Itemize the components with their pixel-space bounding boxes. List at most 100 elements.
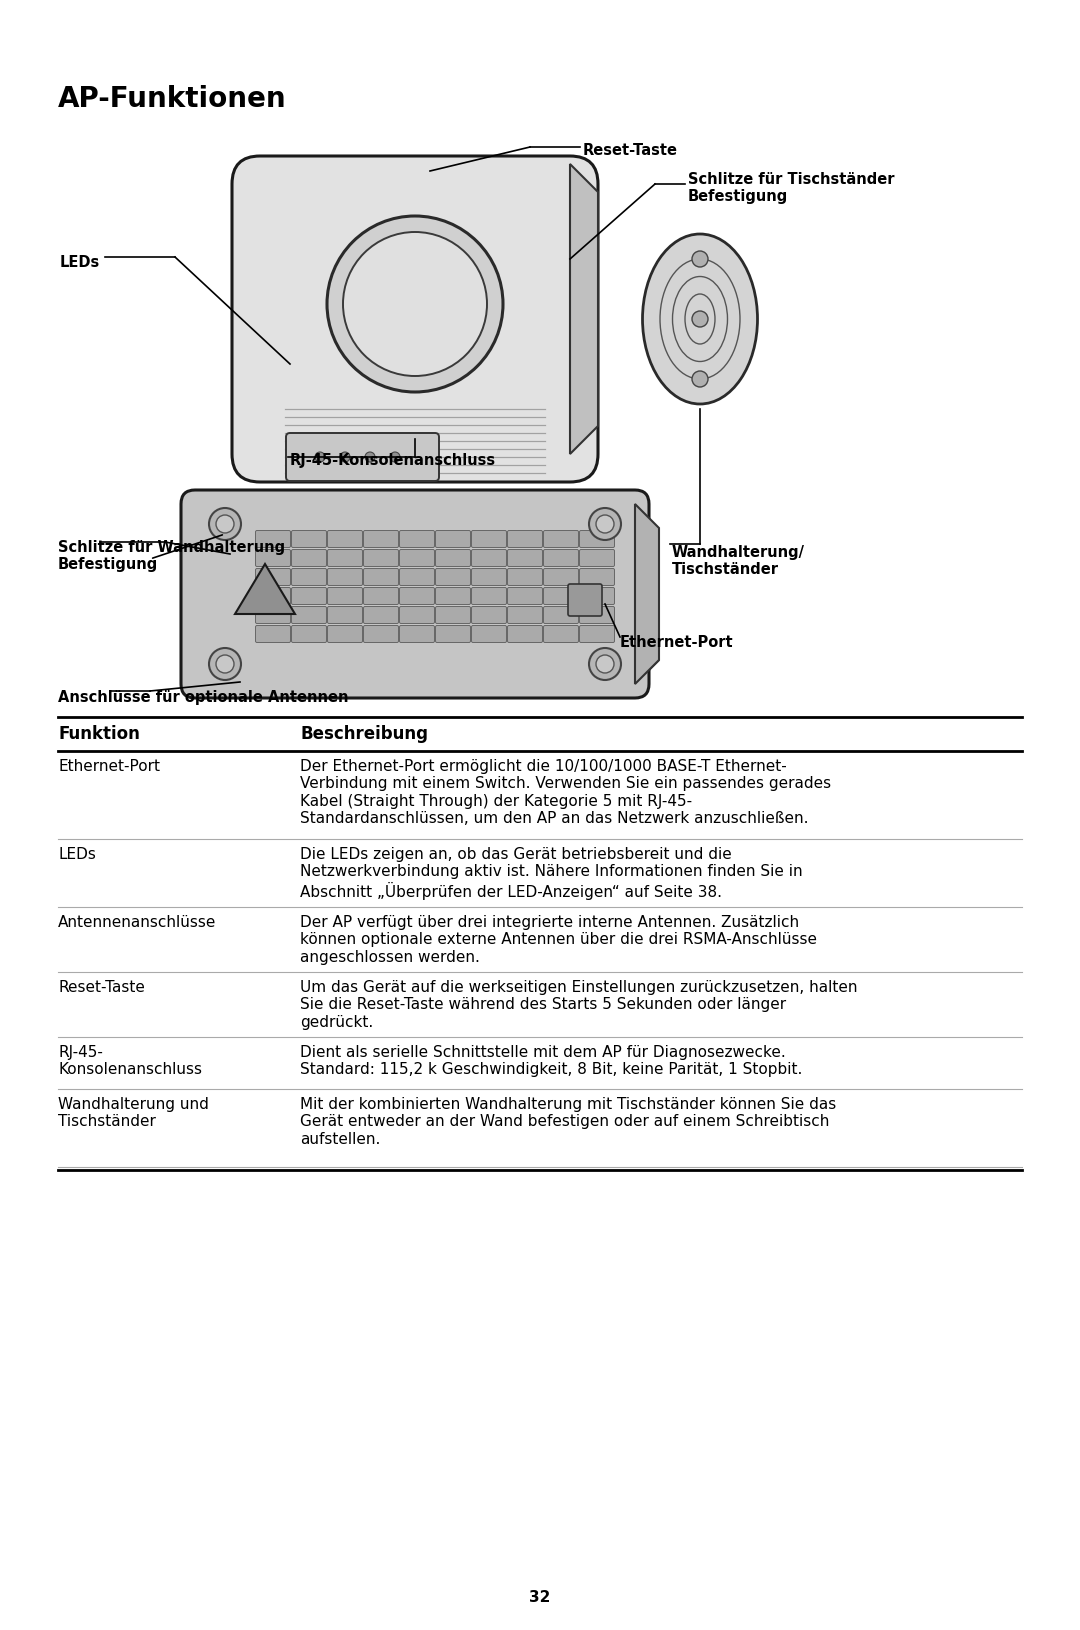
Circle shape: [327, 217, 503, 393]
FancyBboxPatch shape: [508, 626, 542, 644]
FancyBboxPatch shape: [327, 531, 363, 548]
FancyBboxPatch shape: [508, 606, 542, 624]
Text: 32: 32: [529, 1589, 551, 1604]
FancyBboxPatch shape: [543, 551, 579, 567]
Circle shape: [216, 655, 234, 673]
FancyBboxPatch shape: [256, 551, 291, 567]
FancyBboxPatch shape: [472, 531, 507, 548]
FancyBboxPatch shape: [435, 551, 471, 567]
Circle shape: [343, 233, 487, 377]
FancyBboxPatch shape: [256, 531, 291, 548]
Circle shape: [589, 509, 621, 541]
Circle shape: [340, 453, 350, 463]
Polygon shape: [235, 564, 295, 615]
FancyBboxPatch shape: [286, 434, 438, 482]
FancyBboxPatch shape: [435, 569, 471, 587]
FancyBboxPatch shape: [472, 569, 507, 587]
FancyBboxPatch shape: [256, 606, 291, 624]
Text: Die LEDs zeigen an, ob das Gerät betriebsbereit und die
Netzwerkverbindung aktiv: Die LEDs zeigen an, ob das Gerät betrieb…: [300, 846, 802, 900]
FancyBboxPatch shape: [472, 626, 507, 644]
FancyBboxPatch shape: [472, 588, 507, 605]
FancyBboxPatch shape: [292, 531, 326, 548]
Circle shape: [365, 453, 375, 463]
Text: Wandhalterung und
Tischständer: Wandhalterung und Tischständer: [58, 1097, 208, 1128]
Text: Der AP verfügt über drei integrierte interne Antennen. Zusätzlich
können optiona: Der AP verfügt über drei integrierte int…: [300, 914, 816, 965]
FancyBboxPatch shape: [364, 551, 399, 567]
FancyBboxPatch shape: [364, 588, 399, 605]
FancyBboxPatch shape: [580, 606, 615, 624]
Circle shape: [692, 253, 708, 267]
Text: Um das Gerät auf die werkseitigen Einstellungen zurückzusetzen, halten
Sie die R: Um das Gerät auf die werkseitigen Einste…: [300, 980, 858, 1029]
FancyBboxPatch shape: [327, 569, 363, 587]
FancyBboxPatch shape: [543, 531, 579, 548]
Text: Funktion: Funktion: [58, 725, 140, 743]
Circle shape: [210, 509, 241, 541]
Text: Beschreibung: Beschreibung: [300, 725, 428, 743]
FancyBboxPatch shape: [543, 606, 579, 624]
FancyBboxPatch shape: [232, 156, 598, 482]
FancyBboxPatch shape: [256, 569, 291, 587]
Circle shape: [589, 649, 621, 681]
FancyBboxPatch shape: [435, 588, 471, 605]
FancyBboxPatch shape: [400, 551, 434, 567]
FancyBboxPatch shape: [292, 569, 326, 587]
FancyBboxPatch shape: [181, 491, 649, 699]
Circle shape: [596, 515, 615, 533]
FancyBboxPatch shape: [472, 551, 507, 567]
FancyBboxPatch shape: [580, 551, 615, 567]
Circle shape: [216, 515, 234, 533]
FancyBboxPatch shape: [364, 626, 399, 644]
Circle shape: [210, 649, 241, 681]
FancyBboxPatch shape: [327, 588, 363, 605]
FancyBboxPatch shape: [508, 588, 542, 605]
Text: Antennenanschlüsse: Antennenanschlüsse: [58, 914, 216, 929]
FancyBboxPatch shape: [400, 626, 434, 644]
FancyBboxPatch shape: [364, 569, 399, 587]
FancyBboxPatch shape: [435, 626, 471, 644]
Text: Schlitze für Tischständer
Befestigung: Schlitze für Tischständer Befestigung: [688, 171, 894, 204]
FancyBboxPatch shape: [435, 606, 471, 624]
FancyBboxPatch shape: [580, 626, 615, 644]
Text: Reset-Taste: Reset-Taste: [58, 980, 145, 994]
Text: RJ-45-Konsolenanschluss: RJ-45-Konsolenanschluss: [291, 453, 496, 468]
Text: LEDs: LEDs: [58, 846, 96, 862]
Text: Reset-Taste: Reset-Taste: [583, 143, 678, 158]
FancyBboxPatch shape: [508, 569, 542, 587]
FancyBboxPatch shape: [292, 626, 326, 644]
FancyBboxPatch shape: [292, 606, 326, 624]
FancyBboxPatch shape: [580, 531, 615, 548]
Circle shape: [692, 311, 708, 328]
FancyBboxPatch shape: [508, 531, 542, 548]
Text: Anschlüsse für optionale Antennen: Anschlüsse für optionale Antennen: [58, 689, 349, 704]
Text: Ethernet-Port: Ethernet-Port: [58, 758, 160, 774]
Text: AP-Funktionen: AP-Funktionen: [58, 85, 286, 112]
FancyBboxPatch shape: [508, 551, 542, 567]
Text: RJ-45-
Konsolenanschluss: RJ-45- Konsolenanschluss: [58, 1045, 202, 1077]
FancyBboxPatch shape: [256, 626, 291, 644]
FancyBboxPatch shape: [435, 531, 471, 548]
FancyBboxPatch shape: [327, 626, 363, 644]
FancyBboxPatch shape: [327, 606, 363, 624]
Polygon shape: [260, 427, 598, 455]
FancyBboxPatch shape: [400, 569, 434, 587]
FancyBboxPatch shape: [543, 569, 579, 587]
Text: Schlitze für Wandhalterung
Befestigung: Schlitze für Wandhalterung Befestigung: [58, 540, 285, 572]
Ellipse shape: [643, 235, 757, 404]
Circle shape: [315, 453, 325, 463]
Polygon shape: [570, 165, 598, 455]
Circle shape: [596, 655, 615, 673]
Circle shape: [692, 372, 708, 388]
FancyBboxPatch shape: [472, 606, 507, 624]
FancyBboxPatch shape: [543, 626, 579, 644]
FancyBboxPatch shape: [292, 588, 326, 605]
FancyBboxPatch shape: [292, 551, 326, 567]
FancyBboxPatch shape: [364, 606, 399, 624]
FancyBboxPatch shape: [543, 588, 579, 605]
Text: Dient als serielle Schnittstelle mit dem AP für Diagnosezwecke.
Standard: 115,2 : Dient als serielle Schnittstelle mit dem…: [300, 1045, 802, 1077]
Text: Wandhalterung/
Tischständer: Wandhalterung/ Tischständer: [672, 544, 805, 577]
FancyBboxPatch shape: [327, 551, 363, 567]
FancyBboxPatch shape: [580, 569, 615, 587]
FancyBboxPatch shape: [400, 588, 434, 605]
Circle shape: [390, 453, 400, 463]
FancyBboxPatch shape: [400, 606, 434, 624]
